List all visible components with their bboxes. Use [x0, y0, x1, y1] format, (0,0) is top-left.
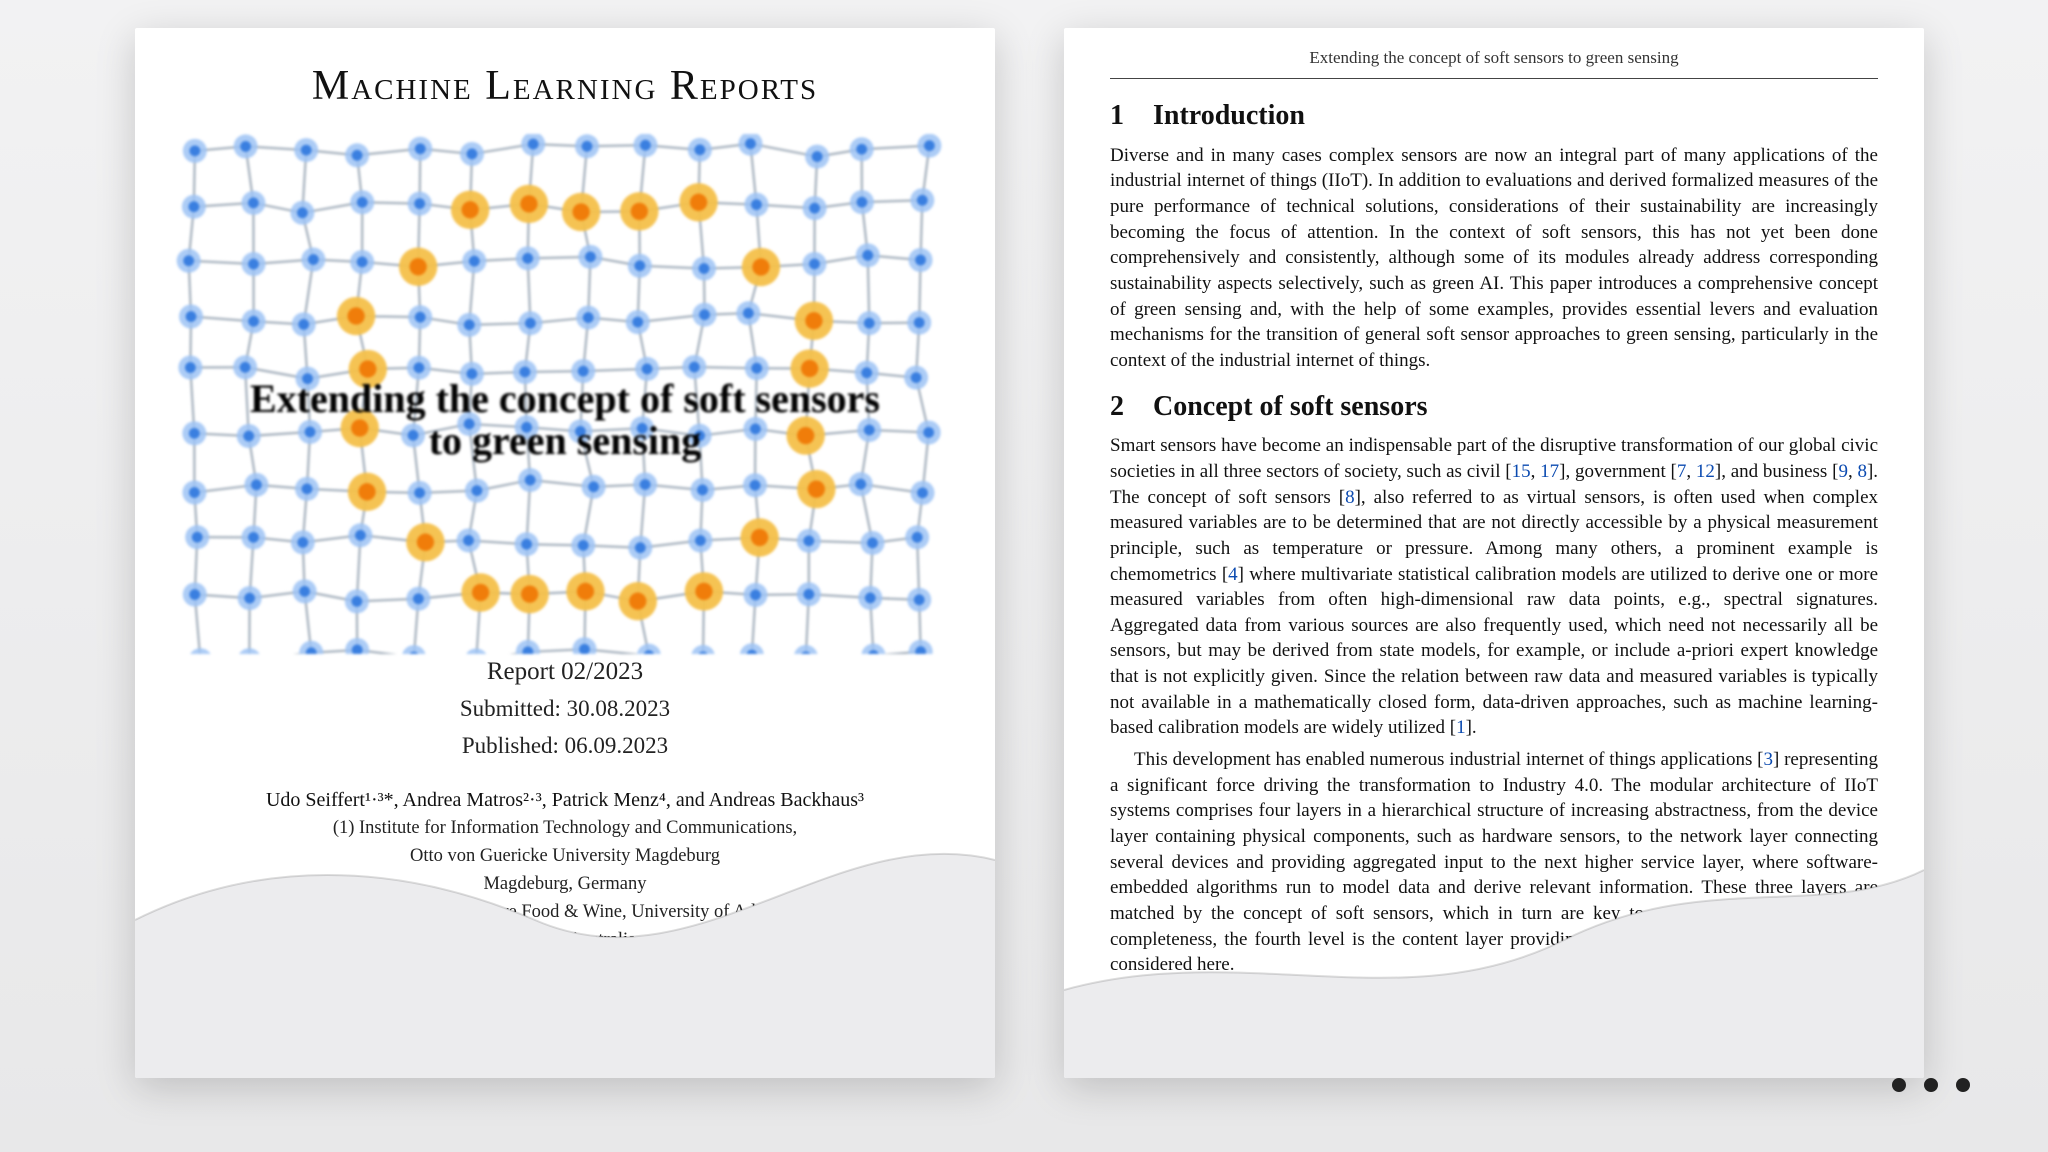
section-3-heading: 3 Concept of green sensing	[1110, 992, 1878, 1030]
affiliation-line: Otto von Guericke University Magdeburg	[135, 844, 995, 868]
paper-title-line1: Extending the concept of soft sensors	[175, 378, 955, 420]
cite-7[interactable]: 7	[1677, 461, 1687, 482]
affiliation-line: Magdeburg, Germany	[135, 1040, 995, 1064]
cite-3[interactable]: 3	[1763, 749, 1773, 770]
report-number: Report 02/2023	[135, 656, 995, 687]
cover-graphic: Extending the concept of soft sensors to…	[175, 134, 955, 654]
section-1-num: 1	[1110, 97, 1146, 135]
paper-title-line2: to green sensing	[175, 420, 955, 462]
affiliation-line: (3) Compolytics GmbH	[135, 956, 995, 980]
stage: Machine Learning Reports Extending the c…	[0, 0, 2048, 1152]
section-1-para: Diverse and in many cases complex sensor…	[1110, 143, 1878, 374]
affiliation-line: (1) Institute for Information Technology…	[135, 816, 995, 840]
running-head: Extending the concept of soft sensors to…	[1064, 48, 1924, 68]
ellipsis-dots	[1892, 1078, 1970, 1092]
affiliation-line: Barleben, Germany	[135, 984, 995, 1008]
section-3-para: The initial design of the soft sensor fr…	[1110, 1038, 1878, 1078]
dot	[1892, 1078, 1906, 1092]
section-3-num: 3	[1110, 992, 1146, 1030]
affiliations: (1) Institute for Information Technology…	[135, 816, 995, 1064]
submitted-date: Submitted: 30.08.2023	[135, 695, 995, 724]
dot	[1924, 1078, 1938, 1092]
cite-1[interactable]: 1	[1456, 717, 1466, 738]
cover-page: Machine Learning Reports Extending the c…	[135, 28, 995, 1078]
section-1-title: Introduction	[1153, 100, 1305, 131]
section-2-para-2: This development has enabled numerous in…	[1110, 747, 1878, 978]
section-3-title: Concept of green sensing	[1153, 995, 1450, 1026]
header-rule	[1110, 78, 1878, 79]
cite-8a[interactable]: 8	[1857, 461, 1867, 482]
dot	[1956, 1078, 1970, 1092]
section-2-para-1: Smart sensors have become an indispensab…	[1110, 433, 1878, 741]
section-2-heading: 2 Concept of soft sensors	[1110, 388, 1878, 426]
authors: Udo Seiffert¹·³*, Andrea Matros²·³, Patr…	[135, 789, 995, 812]
section-2-title: Concept of soft sensors	[1153, 391, 1428, 422]
affiliation-line: Adelaide, Australia	[135, 928, 995, 952]
text-page: Extending the concept of soft sensors to…	[1064, 28, 1924, 1078]
cite-8b[interactable]: 8	[1345, 487, 1355, 508]
cite-15[interactable]: 15	[1512, 461, 1531, 482]
affiliation-line: Magdeburg, Germany	[135, 872, 995, 896]
journal-title: Machine Learning Reports	[135, 62, 995, 110]
affiliation-line: (4) Fraunhofer Institute for Factory Ope…	[135, 1012, 995, 1036]
section-2-num: 2	[1110, 388, 1146, 426]
affiliation-line: (2) School of Agriculture Food & Wine, U…	[135, 900, 995, 924]
cite-4[interactable]: 4	[1228, 564, 1238, 585]
cite-12[interactable]: 12	[1696, 461, 1715, 482]
cite-17[interactable]: 17	[1540, 461, 1559, 482]
section-1-heading: 1 Introduction	[1110, 97, 1878, 135]
body-column: 1 Introduction Diverse and in many cases…	[1110, 97, 1878, 1078]
published-date: Published: 06.09.2023	[135, 732, 995, 761]
cite-9[interactable]: 9	[1838, 461, 1848, 482]
paper-title: Extending the concept of soft sensors to…	[175, 378, 955, 462]
